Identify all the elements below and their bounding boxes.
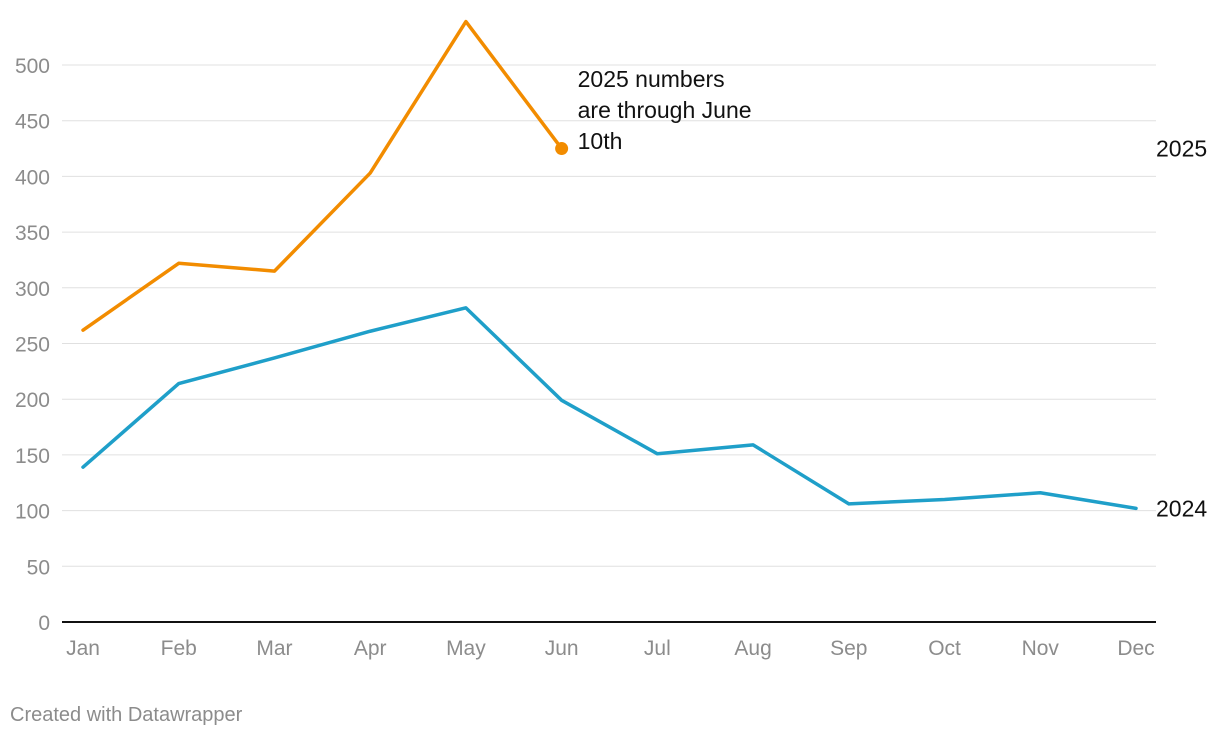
series-label-2024: 2024 xyxy=(1156,495,1207,521)
x-axis-labels: Jan Feb Mar Apr May Jun Jul Aug Sep Oct Nov Dec xyxy=(66,637,1155,660)
x-tick-label: Feb xyxy=(161,637,197,660)
y-tick-label: 150 xyxy=(15,445,50,468)
x-tick-label: Apr xyxy=(354,637,387,660)
x-tick-label: Mar xyxy=(256,637,292,660)
y-tick-label: 0 xyxy=(38,612,50,635)
series-labels: 2025 2024 xyxy=(1156,136,1207,522)
y-tick-label: 350 xyxy=(15,222,50,245)
series-line-2025 xyxy=(81,19,564,332)
y-tick-label: 250 xyxy=(15,334,50,357)
credit-text: Created with Datawrapper xyxy=(10,704,243,726)
y-tick-label: 200 xyxy=(15,389,50,412)
x-tick-label: Nov xyxy=(1022,637,1060,660)
y-axis-labels: 0 50 100 150 200 250 300 350 400 450 500 xyxy=(15,55,50,635)
x-tick-label: Jul xyxy=(644,637,671,660)
x-tick-label: Oct xyxy=(928,637,961,660)
series-end-marker-2025 xyxy=(555,142,569,156)
y-tick-label: 450 xyxy=(15,111,50,134)
x-tick-label: Jan xyxy=(66,637,100,660)
x-tick-label: Sep xyxy=(830,637,867,660)
annotation-line: 2025 numbers xyxy=(578,66,725,92)
series-line-2024 xyxy=(81,306,1138,511)
gridlines xyxy=(62,64,1156,567)
y-tick-label: 300 xyxy=(15,278,50,301)
annotation-line: 10th xyxy=(578,128,623,154)
y-tick-label: 50 xyxy=(27,556,50,579)
series-lines xyxy=(81,19,1138,511)
x-tick-label: Aug xyxy=(734,637,771,660)
x-tick-label: May xyxy=(446,637,486,660)
x-tick-label: Jun xyxy=(545,637,579,660)
series-label-2025: 2025 xyxy=(1156,136,1207,162)
x-tick-label: Dec xyxy=(1117,637,1154,660)
y-tick-label: 400 xyxy=(15,166,50,189)
annotation: 2025 numbers are through June 10th xyxy=(578,66,752,154)
y-tick-label: 100 xyxy=(15,501,50,524)
annotation-line: are through June xyxy=(578,97,752,123)
y-tick-label: 500 xyxy=(15,55,50,78)
